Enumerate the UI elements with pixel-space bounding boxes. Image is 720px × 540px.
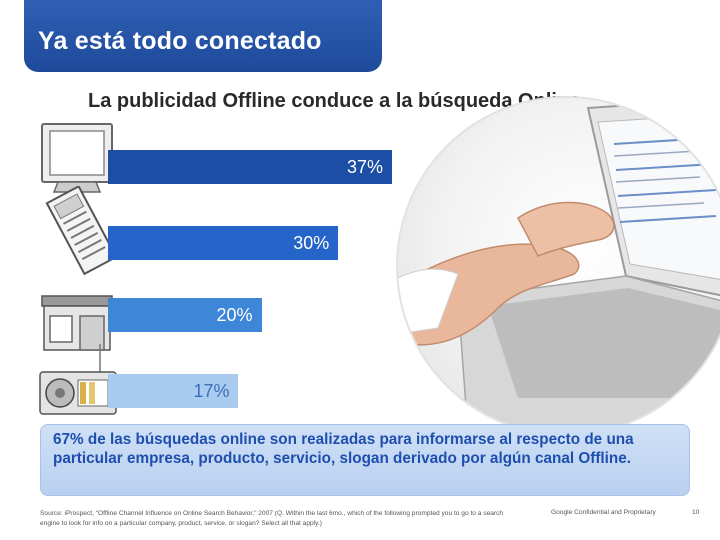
newspaper-icon — [45, 186, 118, 276]
bar-radio: 17% — [108, 374, 239, 408]
laptop-photo — [396, 96, 720, 436]
bar-label-store: 20% — [216, 304, 253, 325]
callout-box — [40, 424, 690, 496]
radio-icon — [39, 344, 117, 415]
header-tab — [24, 0, 382, 72]
bar-label-tv: 37% — [346, 156, 383, 177]
confidential-note: Google Confidential and Proprietary — [551, 509, 656, 516]
bar-store: 20% — [108, 298, 262, 332]
bar-label-radio: 17% — [193, 380, 230, 401]
bar-chart: 37% 30% 20% 17% — [0, 118, 420, 418]
laptop-illustration — [398, 98, 720, 434]
page-title: Ya está todo conectado — [38, 27, 322, 55]
bar-tv: 37% — [108, 150, 392, 184]
tv-icon — [41, 123, 113, 193]
chart-subtitle: La publicidad Offline conduce a la búsqu… — [88, 90, 581, 112]
bar-label-newspaper: 30% — [293, 232, 330, 253]
bar-newspaper: 30% — [108, 226, 339, 260]
callout-text: 67% de las búsquedas online son realizad… — [53, 431, 634, 467]
page-number: 10 — [692, 509, 700, 516]
source-note: Source: iProspect, "Offline Channel Infl… — [40, 510, 504, 527]
